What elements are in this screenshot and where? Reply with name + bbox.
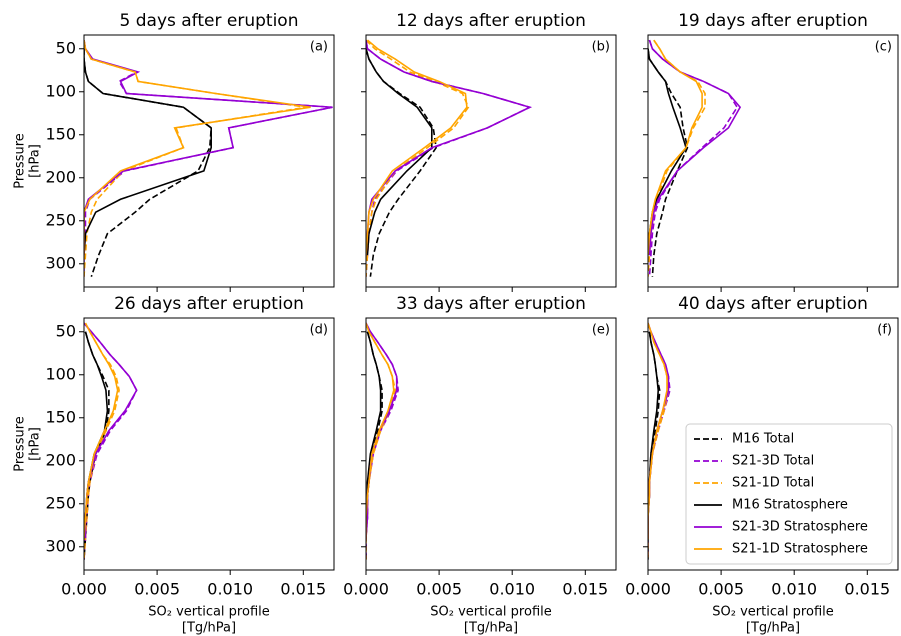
x-tick-label: 0.015: [562, 580, 608, 599]
x-tick-label: 0.015: [280, 580, 326, 599]
legend-label: M16 Total: [732, 432, 794, 447]
x-tick-label: 0.005: [416, 580, 462, 599]
series-line: [366, 39, 468, 256]
panel-title: 26 days after eruption: [114, 294, 304, 314]
panel-label: (f): [877, 323, 892, 338]
plot-frame: [365, 34, 617, 288]
series-line: [84, 331, 110, 560]
y-axis-label: [hPa]: [28, 144, 43, 178]
plot-frame: [647, 317, 899, 571]
series-line: [366, 48, 433, 256]
panel: 40 days after eruption (f) 0.000 0.005 0.010…: [625, 294, 899, 636]
panel: 5 days after eruption (a) 50 100 150 200 250 30…: [13, 11, 335, 292]
series-line: [366, 48, 438, 277]
series-line: [366, 40, 532, 277]
y-tick-label: 150: [45, 124, 76, 143]
series-line: [366, 322, 397, 560]
x-axis-label: SO₂ vertical profile: [430, 605, 552, 620]
series-line: [648, 48, 689, 277]
x-axis-label: SO₂ vertical profile: [712, 605, 834, 620]
x-axis-label: [Tg/hPa]: [182, 621, 236, 636]
series-line: [84, 48, 212, 256]
y-axis-label: Pressure: [13, 133, 28, 189]
series-line: [84, 322, 120, 560]
x-tick-label: 0.000: [343, 580, 389, 599]
plot-frame: [365, 317, 617, 571]
panel-label: (b): [592, 40, 610, 55]
panel-title: 33 days after eruption: [396, 294, 586, 314]
series-line: [648, 331, 660, 539]
y-tick-label: 200: [45, 450, 76, 469]
y-tick-label: 50: [56, 321, 76, 340]
x-tick-label: 0.010: [207, 580, 253, 599]
x-tick-label: 0.005: [698, 580, 744, 599]
legend-label: S21-3D Total: [732, 454, 814, 469]
series-line: [366, 322, 399, 560]
plot-frame: [647, 34, 899, 288]
y-tick-label: 150: [45, 407, 76, 426]
y-tick-label: 300: [45, 536, 76, 555]
plot-frame: [83, 34, 335, 288]
panel: 12 days after eruption (b): [361, 11, 617, 292]
y-tick-label: 100: [45, 81, 76, 100]
series-line: [366, 40, 532, 256]
series-line: [84, 48, 213, 277]
y-axis-label: Pressure: [13, 416, 28, 472]
x-axis-label: SO₂ vertical profile: [148, 605, 270, 620]
panel-label: (a): [310, 40, 328, 55]
legend-label: S21-1D Stratosphere: [732, 542, 868, 557]
series-line: [84, 322, 138, 539]
x-tick-label: 0.000: [61, 580, 107, 599]
legend: M16 Total S21-3D Total S21-1D Total M16 Str…: [685, 423, 893, 565]
y-tick-label: 100: [45, 364, 76, 383]
series-line: [84, 322, 138, 560]
legend-box: [685, 423, 893, 565]
x-tick-label: 0.000: [625, 580, 671, 599]
y-tick-label: 300: [45, 253, 76, 272]
series-line: [648, 39, 742, 256]
series-line: [648, 322, 668, 539]
panel-title: 40 days after eruption: [678, 294, 868, 314]
panel-title: 12 days after eruption: [396, 11, 586, 31]
panel-title: 5 days after eruption: [120, 11, 299, 31]
panel: 19 days after eruption (c): [643, 11, 899, 292]
y-tick-label: 250: [45, 493, 76, 512]
legend-label: S21-1D Total: [732, 476, 814, 491]
series-line: [84, 40, 307, 277]
legend-label: M16 Stratosphere: [732, 498, 848, 513]
series-line: [648, 39, 739, 277]
panel-label: (d): [310, 323, 328, 338]
panel-label: (e): [592, 323, 610, 338]
series-line: [366, 322, 395, 539]
series-line: [84, 322, 119, 539]
panel-label: (c): [875, 40, 892, 55]
x-tick-label: 0.015: [844, 580, 890, 599]
x-tick-label: 0.010: [771, 580, 817, 599]
x-axis-label: [Tg/hPa]: [746, 621, 800, 636]
series-line: [648, 322, 670, 560]
series-line: [648, 39, 703, 256]
series-line: [366, 39, 470, 277]
x-tick-label: 0.005: [134, 580, 180, 599]
legend-label: S21-3D Stratosphere: [732, 520, 868, 535]
y-tick-label: 250: [45, 210, 76, 229]
x-axis-label: [Tg/hPa]: [464, 621, 518, 636]
panel: 33 days after eruption (e) 0.000 0.005 0.010…: [343, 294, 617, 636]
y-tick-label: 200: [45, 167, 76, 186]
y-tick-label: 50: [56, 38, 76, 57]
x-tick-label: 0.010: [489, 580, 535, 599]
plot-frame: [83, 317, 335, 571]
series-line: [648, 322, 671, 560]
panel: 26 days after eruption (d) 0.000 0.005 0.010…: [13, 294, 335, 636]
series-line: [84, 40, 311, 256]
y-axis-label: [hPa]: [28, 427, 43, 461]
panel-title: 19 days after eruption: [678, 11, 868, 31]
